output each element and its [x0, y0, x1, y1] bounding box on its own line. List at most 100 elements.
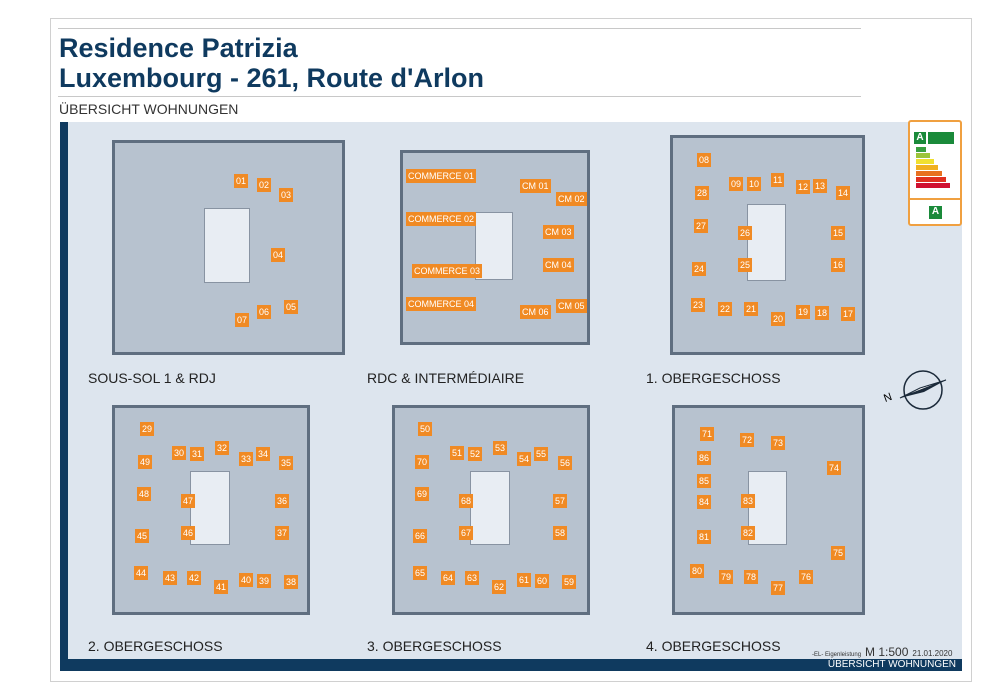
unit-label[interactable]: 22	[718, 302, 733, 316]
unit-label[interactable]: 85	[697, 474, 712, 488]
unit-label[interactable]: 06	[257, 305, 272, 319]
unit-label[interactable]: 46	[181, 526, 196, 540]
unit-label[interactable]: 53	[493, 441, 508, 455]
unit-label[interactable]: 45	[135, 529, 150, 543]
unit-label[interactable]: 02	[257, 178, 272, 192]
unit-label[interactable]: 28	[695, 186, 710, 200]
unit-label[interactable]: 62	[492, 580, 507, 594]
unit-label[interactable]: 58	[553, 526, 568, 540]
unit-label[interactable]: 67	[459, 526, 474, 540]
unit-label[interactable]: 30	[172, 446, 187, 460]
unit-label[interactable]: 51	[450, 446, 465, 460]
unit-label[interactable]: 86	[697, 451, 712, 465]
unit-label[interactable]: 60	[535, 574, 550, 588]
unit-label[interactable]: 13	[813, 179, 828, 193]
unit-label[interactable]: 63	[465, 571, 480, 585]
unit-label[interactable]: 47	[181, 494, 196, 508]
unit-label[interactable]: COMMERCE 02	[406, 212, 477, 226]
unit-label[interactable]: 57	[553, 494, 568, 508]
unit-label[interactable]: 16	[831, 258, 846, 272]
unit-label[interactable]: 10	[747, 177, 762, 191]
unit-label[interactable]: 82	[741, 526, 756, 540]
unit-label[interactable]: CM 01	[520, 179, 551, 193]
unit-label[interactable]: 50	[418, 422, 433, 436]
unit-label[interactable]: 43	[163, 571, 178, 585]
unit-label[interactable]: 04	[271, 248, 286, 262]
unit-label[interactable]: 66	[413, 529, 428, 543]
unit-label[interactable]: 25	[738, 258, 753, 272]
unit-label[interactable]: 48	[137, 487, 152, 501]
unit-label[interactable]: 27	[694, 219, 709, 233]
unit-label[interactable]: 77	[771, 581, 786, 595]
unit-label[interactable]: 40	[239, 573, 254, 587]
stair-core	[190, 471, 230, 545]
unit-label[interactable]: 71	[700, 427, 715, 441]
unit-label[interactable]: COMMERCE 04	[406, 297, 477, 311]
unit-label[interactable]: 20	[771, 312, 786, 326]
unit-label[interactable]: 34	[256, 447, 271, 461]
unit-label[interactable]: 65	[413, 566, 428, 580]
unit-label[interactable]: 54	[517, 452, 532, 466]
unit-label[interactable]: CM 03	[543, 225, 574, 239]
unit-label[interactable]: 52	[468, 447, 483, 461]
unit-label[interactable]: 56	[558, 456, 573, 470]
unit-label[interactable]: 19	[796, 305, 811, 319]
unit-label[interactable]: 29	[140, 422, 155, 436]
unit-label[interactable]: 24	[692, 262, 707, 276]
unit-label[interactable]: COMMERCE 01	[406, 169, 477, 183]
unit-label[interactable]: 21	[744, 302, 759, 316]
unit-label[interactable]: 69	[415, 487, 430, 501]
unit-label[interactable]: 12	[796, 180, 811, 194]
unit-label[interactable]: 70	[415, 455, 430, 469]
energy-label-icon: A A	[908, 120, 962, 226]
unit-label[interactable]: 72	[740, 433, 755, 447]
unit-label[interactable]: 18	[815, 306, 830, 320]
unit-label[interactable]: 26	[738, 226, 753, 240]
unit-label[interactable]: 80	[690, 564, 705, 578]
unit-label[interactable]: 38	[284, 575, 299, 589]
unit-label[interactable]: 83	[741, 494, 756, 508]
unit-label[interactable]: CM 04	[543, 258, 574, 272]
stair-core	[203, 207, 251, 283]
unit-label[interactable]: CM 02	[556, 192, 587, 206]
unit-label[interactable]: 61	[517, 573, 532, 587]
unit-label[interactable]: 33	[239, 452, 254, 466]
unit-label[interactable]: 09	[729, 177, 744, 191]
unit-label[interactable]: COMMERCE 03	[412, 264, 483, 278]
unit-label[interactable]: 81	[697, 530, 712, 544]
unit-label[interactable]: 73	[771, 436, 786, 450]
unit-label[interactable]: 37	[275, 526, 290, 540]
unit-label[interactable]: 55	[534, 447, 549, 461]
unit-label[interactable]: 08	[697, 153, 712, 167]
unit-label[interactable]: 17	[841, 307, 856, 321]
unit-label[interactable]: 42	[187, 571, 202, 585]
unit-label[interactable]: 78	[744, 570, 759, 584]
unit-label[interactable]: 07	[235, 313, 250, 327]
unit-label[interactable]: 14	[836, 186, 851, 200]
unit-label[interactable]: 15	[831, 226, 846, 240]
unit-label[interactable]: 31	[190, 447, 205, 461]
unit-label[interactable]: 35	[279, 456, 294, 470]
unit-label[interactable]: 74	[827, 461, 842, 475]
unit-label[interactable]: 32	[215, 441, 230, 455]
unit-label[interactable]: 75	[831, 546, 846, 560]
unit-label[interactable]: 49	[138, 455, 153, 469]
unit-label[interactable]: 59	[562, 575, 577, 589]
unit-label[interactable]: 05	[284, 300, 299, 314]
unit-label[interactable]: 41	[214, 580, 229, 594]
unit-label[interactable]: 68	[459, 494, 474, 508]
unit-label[interactable]: 01	[234, 174, 249, 188]
unit-label[interactable]: 23	[691, 298, 706, 312]
unit-label[interactable]: 39	[257, 574, 272, 588]
unit-label[interactable]: 79	[719, 570, 734, 584]
unit-label[interactable]: 03	[279, 188, 294, 202]
unit-label[interactable]: 76	[799, 570, 814, 584]
unit-label[interactable]: CM 06	[520, 305, 551, 319]
unit-label[interactable]: 44	[134, 566, 149, 580]
unit-label[interactable]: CM 05	[556, 299, 587, 313]
unit-label[interactable]: 36	[275, 494, 290, 508]
unit-label[interactable]: 84	[697, 495, 712, 509]
unit-label[interactable]: 64	[441, 571, 456, 585]
floor-caption: 4. OBERGESCHOSS	[646, 638, 781, 654]
unit-label[interactable]: 11	[771, 173, 785, 187]
